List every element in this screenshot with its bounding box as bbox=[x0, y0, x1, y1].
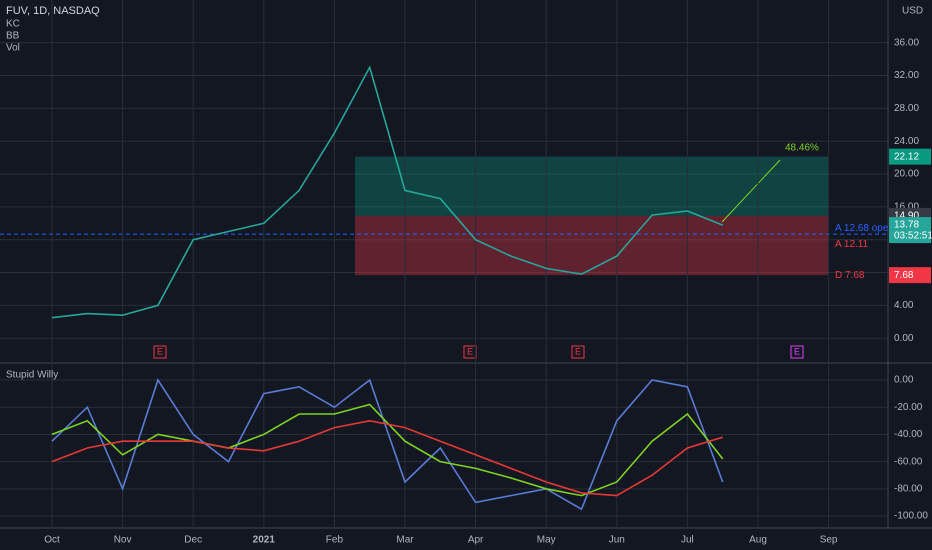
y-tick-label: -100.00 bbox=[894, 511, 928, 522]
x-tick-label: Aug bbox=[749, 535, 767, 546]
open-annotation: A 12.68 open bbox=[835, 223, 894, 234]
last-price: 13.78 bbox=[894, 220, 919, 231]
indicator-label: KC bbox=[6, 19, 20, 30]
stop-tag-bg bbox=[889, 267, 931, 284]
y-tick-label: 32.00 bbox=[894, 70, 919, 81]
y-tick-label: -40.00 bbox=[894, 429, 923, 440]
y-tick-label: -60.00 bbox=[894, 456, 923, 467]
x-tick-label: Sep bbox=[820, 535, 838, 546]
stop-annotation: D 7.68 bbox=[835, 270, 865, 281]
gain-arrow bbox=[721, 159, 781, 223]
event-box bbox=[571, 345, 585, 359]
y-tick-label: -80.00 bbox=[894, 483, 923, 494]
y-tick-label: 0.00 bbox=[894, 375, 914, 386]
last-tag-bg bbox=[889, 217, 931, 244]
stop-tag: 7.68 bbox=[894, 270, 914, 281]
profit-zone bbox=[355, 156, 828, 216]
x-tick-label: May bbox=[537, 535, 556, 546]
entry-tag: 14.90 bbox=[894, 211, 919, 222]
target-tag: 22.12 bbox=[894, 151, 919, 162]
event-box bbox=[153, 345, 167, 359]
countdown: 03:52:51 bbox=[894, 231, 932, 242]
indicator-label: BB bbox=[6, 31, 20, 42]
x-tick-label: Jun bbox=[609, 535, 625, 546]
y-tick-label: 0.00 bbox=[894, 333, 914, 344]
x-tick-label: Nov bbox=[114, 535, 132, 546]
currency: USD bbox=[902, 6, 923, 17]
series-line bbox=[51, 419, 723, 497]
x-tick-label: Feb bbox=[326, 535, 344, 546]
event-box bbox=[790, 345, 804, 359]
gain-label: 48.46% bbox=[785, 143, 819, 154]
event-marker: E bbox=[794, 346, 800, 356]
y-tick-label: 36.00 bbox=[894, 37, 919, 48]
x-tick-label: 2021 bbox=[253, 535, 276, 546]
y-tick-label: -20.00 bbox=[894, 402, 923, 413]
x-tick-label: Oct bbox=[44, 535, 60, 546]
y-tick-label: 24.00 bbox=[894, 136, 919, 147]
y-tick-label: 20.00 bbox=[894, 169, 919, 180]
event-marker: E bbox=[575, 346, 581, 356]
x-tick-label: Dec bbox=[184, 535, 202, 546]
indicator-label: Vol bbox=[6, 43, 20, 54]
x-tick-label: Jul bbox=[681, 535, 694, 546]
series-line bbox=[51, 403, 724, 497]
entry-annotation: A 12.11 bbox=[835, 239, 869, 250]
symbol-title: FUV, 1D, NASDAQ bbox=[6, 5, 100, 17]
y-tick-label: 4.00 bbox=[894, 300, 914, 311]
y-tick-label: 28.00 bbox=[894, 103, 919, 114]
series-line bbox=[51, 65, 723, 319]
series-line bbox=[51, 378, 724, 511]
event-marker: E bbox=[157, 346, 163, 356]
target-tag-bg bbox=[889, 148, 931, 165]
x-tick-label: Apr bbox=[468, 535, 484, 546]
event-marker: E bbox=[467, 346, 473, 356]
loss-zone bbox=[355, 215, 828, 276]
x-tick-label: Mar bbox=[396, 535, 414, 546]
y-tick-label: 16.00 bbox=[894, 201, 919, 212]
indicator-title: Stupid Willy bbox=[6, 370, 58, 381]
